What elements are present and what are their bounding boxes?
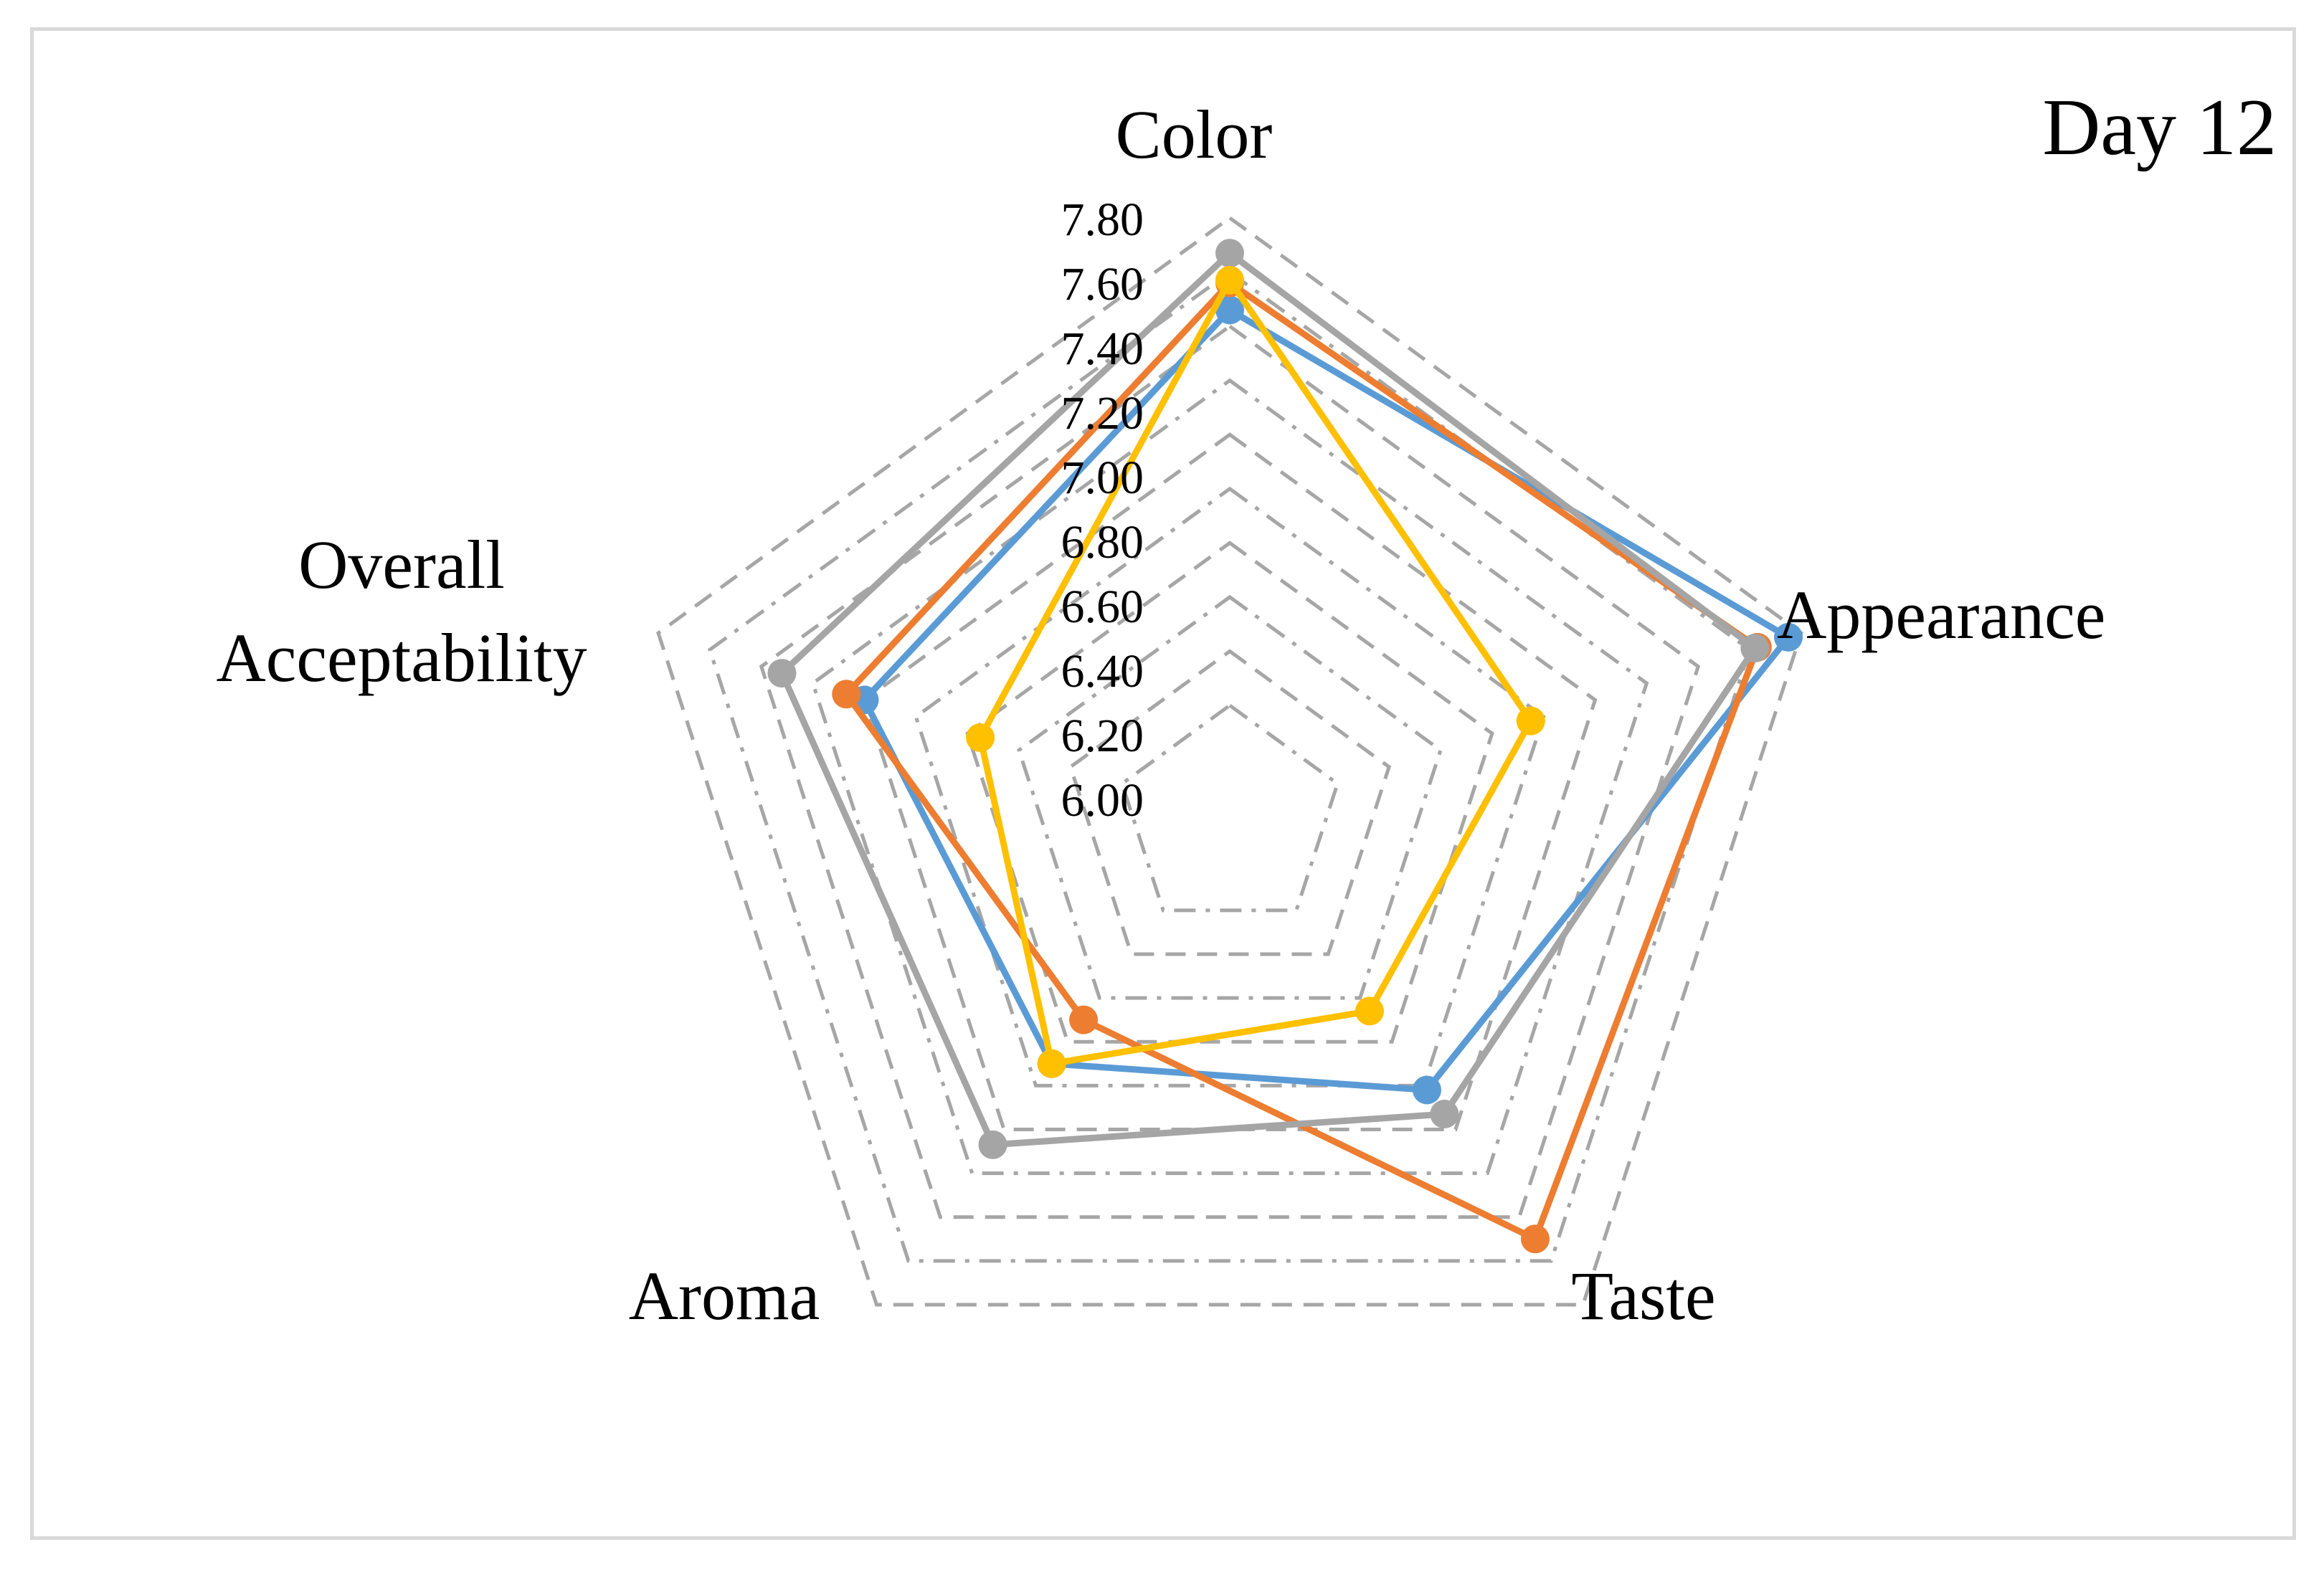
series-yellow-point-color <box>1215 265 1244 295</box>
axis-label-aroma: Aroma <box>629 1257 820 1334</box>
gridline-6.20 <box>1068 649 1392 956</box>
series-yellow <box>966 265 1545 1078</box>
series-yellow-line <box>977 277 1535 1067</box>
gridline-6.60 <box>965 541 1494 1044</box>
grid-layer <box>656 215 1803 1307</box>
series-blue-line <box>860 306 1792 1093</box>
axis-label-taste: Taste <box>1571 1257 1715 1334</box>
gridline-7.20 <box>810 378 1649 1176</box>
tick-label: 6.20 <box>1061 710 1144 762</box>
tick-label: 7.00 <box>1061 452 1144 504</box>
gridline-7.00 <box>862 432 1598 1131</box>
tick-label: 6.40 <box>1061 645 1144 698</box>
series-gray-point-appearance <box>1740 634 1770 663</box>
series-blue-point-color <box>1215 295 1244 325</box>
series-yellow-point-appearance <box>1516 706 1545 736</box>
series-orange-point-overall-acceptability <box>832 680 861 709</box>
gridline-6.00 <box>1119 703 1340 913</box>
series-layer <box>767 239 1803 1254</box>
series-blue-point-appearance <box>1774 622 1803 652</box>
gridline-7.40 <box>759 324 1701 1219</box>
series-gray-line <box>778 249 1758 1148</box>
series-yellow-point-overall-acceptability <box>966 723 995 752</box>
axis-label-line: Aroma <box>629 1257 820 1334</box>
series-orange-point-aroma <box>1069 1005 1099 1034</box>
tick-label: 7.20 <box>1061 387 1144 439</box>
gridline-7.60 <box>707 270 1753 1263</box>
tick-label-layer: 6.00 6.20 6.40 6.60 6.80 7.00 7.20 7.40 7.60 7.80 <box>1061 194 1144 827</box>
series-gray <box>767 239 1770 1159</box>
series-gray-point-overall-acceptability <box>767 659 797 688</box>
chart-frame <box>30 27 2296 1540</box>
tick-label: 6.80 <box>1061 516 1144 568</box>
axis-label-line: Overall <box>298 526 505 603</box>
chart-title: Day 12 <box>2042 83 2277 172</box>
gridline-7.80 <box>656 215 1803 1307</box>
tick-label: 7.40 <box>1061 323 1144 375</box>
gridline-6.40 <box>1017 594 1443 1000</box>
series-orange-point-taste <box>1520 1224 1550 1254</box>
series-gray-point-taste <box>1430 1100 1459 1129</box>
axis-label-line: Taste <box>1571 1257 1715 1334</box>
series-yellow-point-aroma <box>1037 1049 1066 1078</box>
tick-label: 7.60 <box>1061 258 1144 310</box>
series-gray-point-color <box>1215 239 1244 268</box>
axis-label-line: Acceptability <box>216 619 587 696</box>
tick-label: 6.60 <box>1061 581 1144 633</box>
axis-label-overall-acceptability: Overall Acceptability <box>216 526 587 696</box>
axis-label-appearance: Appearance <box>1777 576 2105 653</box>
series-yellow-point-taste <box>1355 996 1385 1026</box>
axis-label-line: Appearance <box>1777 576 2105 653</box>
gridline-6.80 <box>914 486 1546 1088</box>
series-blue-point-taste <box>1412 1075 1441 1105</box>
axis-label-layer: Color Appearance Taste Aroma Overall Acceptab… <box>216 96 2105 1334</box>
axis-label-line: Color <box>1116 96 1273 173</box>
tick-label: 6.00 <box>1061 774 1144 827</box>
tick-label: 7.80 <box>1061 194 1144 246</box>
series-gray-point-aroma <box>978 1130 1007 1159</box>
axis-label-color: Color <box>1116 96 1273 173</box>
